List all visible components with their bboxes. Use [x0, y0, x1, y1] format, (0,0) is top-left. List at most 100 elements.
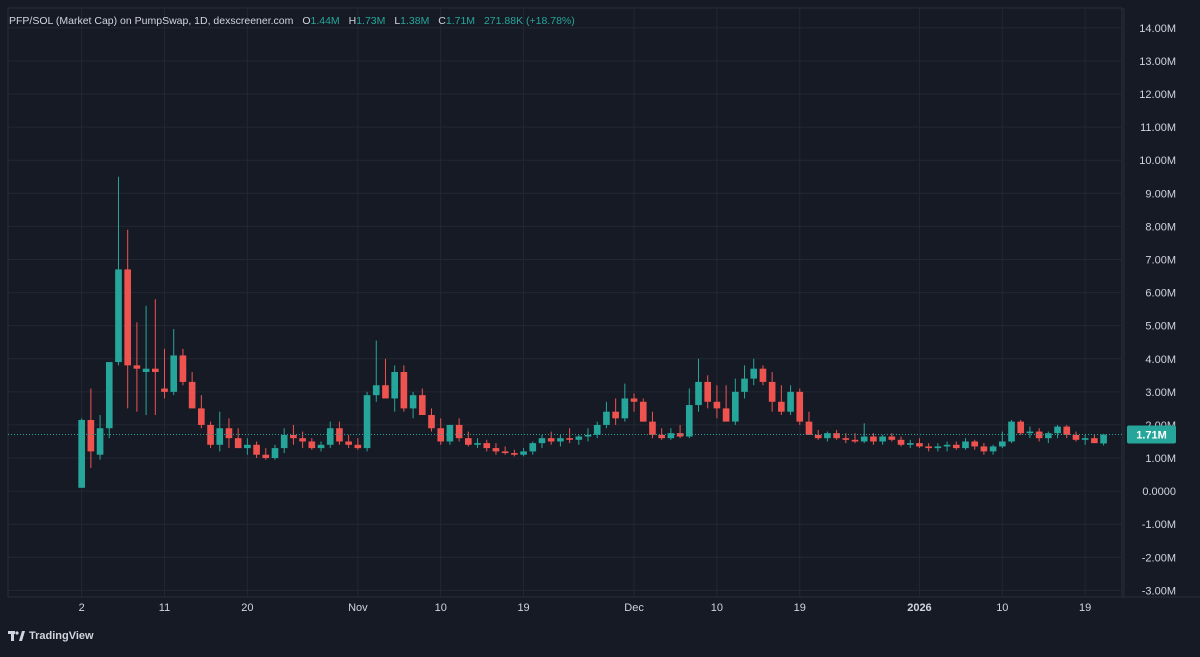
candle-body: [96, 428, 104, 455]
candle-body: [400, 371, 408, 409]
x-tick-label: 20: [241, 602, 253, 614]
candle-body: [584, 434, 592, 437]
candle-body: [207, 424, 214, 445]
candle-body: [796, 391, 804, 422]
candle-body: [547, 438, 555, 442]
candle-body: [732, 391, 739, 422]
candle-body: [925, 446, 932, 449]
y-tick-label: 4.00M: [1145, 354, 1176, 366]
candle-body: [759, 368, 767, 382]
tradingview-brand[interactable]: TradingView: [8, 630, 94, 642]
candle-body: [575, 436, 583, 440]
candle-body: [483, 443, 491, 449]
y-tick-label: 9.00M: [1145, 188, 1176, 200]
candle-body: [142, 368, 150, 372]
candle-body: [1072, 434, 1080, 440]
candle-body: [262, 454, 270, 459]
candle-body: [354, 444, 362, 449]
candle-body: [906, 443, 914, 445]
candle-body: [418, 395, 426, 416]
y-tick-label: 8.00M: [1145, 221, 1176, 233]
candle-body: [492, 448, 500, 452]
legend-low-label: L: [394, 15, 401, 27]
y-tick-label: 13.00M: [1139, 56, 1176, 68]
candle-body: [87, 419, 95, 452]
last-price-label: 1.71M: [1136, 430, 1167, 442]
candle-body: [326, 428, 334, 445]
candle-body: [198, 408, 205, 425]
plot-area: [7, 7, 1123, 598]
candle-body: [1008, 421, 1015, 442]
candle-body: [778, 401, 785, 412]
candle-body: [234, 438, 242, 449]
candle-body: [897, 439, 905, 445]
x-tick-label: 19: [1079, 602, 1091, 614]
candle-body: [621, 398, 629, 419]
candle-body: [741, 378, 748, 392]
y-tick-label: 1.00M: [1145, 453, 1176, 465]
x-tick-label: 19: [517, 602, 529, 614]
tradingview-label: TradingView: [29, 630, 94, 642]
tradingview-logo-icon: [8, 630, 25, 642]
last-price-badge: [1127, 425, 1176, 444]
candle-body: [345, 441, 352, 445]
candle-body: [658, 434, 665, 439]
candle-body: [446, 424, 454, 442]
candle-body: [667, 433, 675, 439]
y-tick-label: -1.00M: [1142, 519, 1176, 531]
candle-body: [1063, 426, 1071, 435]
candle-body: [870, 436, 877, 442]
candle-body: [124, 269, 132, 366]
legend-high-value: 1.73M: [356, 15, 386, 27]
legend-close-value: 1.71M: [445, 15, 476, 27]
candle-body: [768, 381, 776, 402]
candle-body: [612, 411, 619, 419]
candle-body: [290, 434, 297, 439]
candle-body: [133, 365, 141, 369]
candle-body: [428, 415, 435, 429]
candle-body: [317, 444, 325, 449]
candle-body: [722, 408, 730, 422]
candle-body: [1091, 438, 1098, 444]
legend-change: 271.88K (+18.78%): [483, 15, 575, 27]
candle-body: [1081, 438, 1089, 440]
legend-close-label: C: [438, 15, 446, 27]
candle-body: [593, 424, 601, 435]
candle-body: [805, 421, 813, 435]
candle-body: [824, 433, 831, 439]
candle-body: [998, 441, 1006, 447]
candle-body: [455, 424, 463, 439]
candle-body: [501, 451, 509, 454]
candle-body: [649, 421, 656, 435]
candle-body: [391, 371, 398, 399]
candle-body: [842, 438, 850, 440]
x-tick-label: Nov: [348, 602, 368, 614]
candle-body: [814, 434, 822, 439]
candle-body: [989, 446, 997, 452]
x-tick-label: 19: [794, 602, 806, 614]
candle-body: [980, 446, 988, 452]
candle-body: [566, 438, 573, 440]
y-tick-label: -2.00M: [1142, 552, 1176, 564]
x-tick-label: 10: [435, 602, 447, 614]
candle-body: [336, 428, 343, 442]
legend-title: PFP/SOL (Market Cap) on PumpSwap, 1D, de…: [9, 15, 294, 27]
candle-body: [308, 441, 316, 449]
candle-body: [1045, 433, 1052, 439]
candle-body: [474, 443, 481, 445]
y-tick-label: 11.00M: [1140, 122, 1176, 134]
x-tick-label: 11: [159, 602, 170, 614]
y-tick-label: 7.00M: [1145, 254, 1176, 266]
x-tick-label: 10: [711, 602, 723, 614]
candle-body: [520, 451, 527, 455]
legend-low-value: 1.38M: [400, 15, 430, 27]
y-tick-label: 3.00M: [1145, 387, 1176, 399]
candle-body: [557, 438, 564, 442]
y-tick-label: 0.0000: [1142, 486, 1176, 498]
candle-body: [529, 443, 537, 452]
candle-body: [888, 436, 896, 440]
candle-body: [1035, 431, 1043, 439]
candle-body: [916, 443, 923, 447]
